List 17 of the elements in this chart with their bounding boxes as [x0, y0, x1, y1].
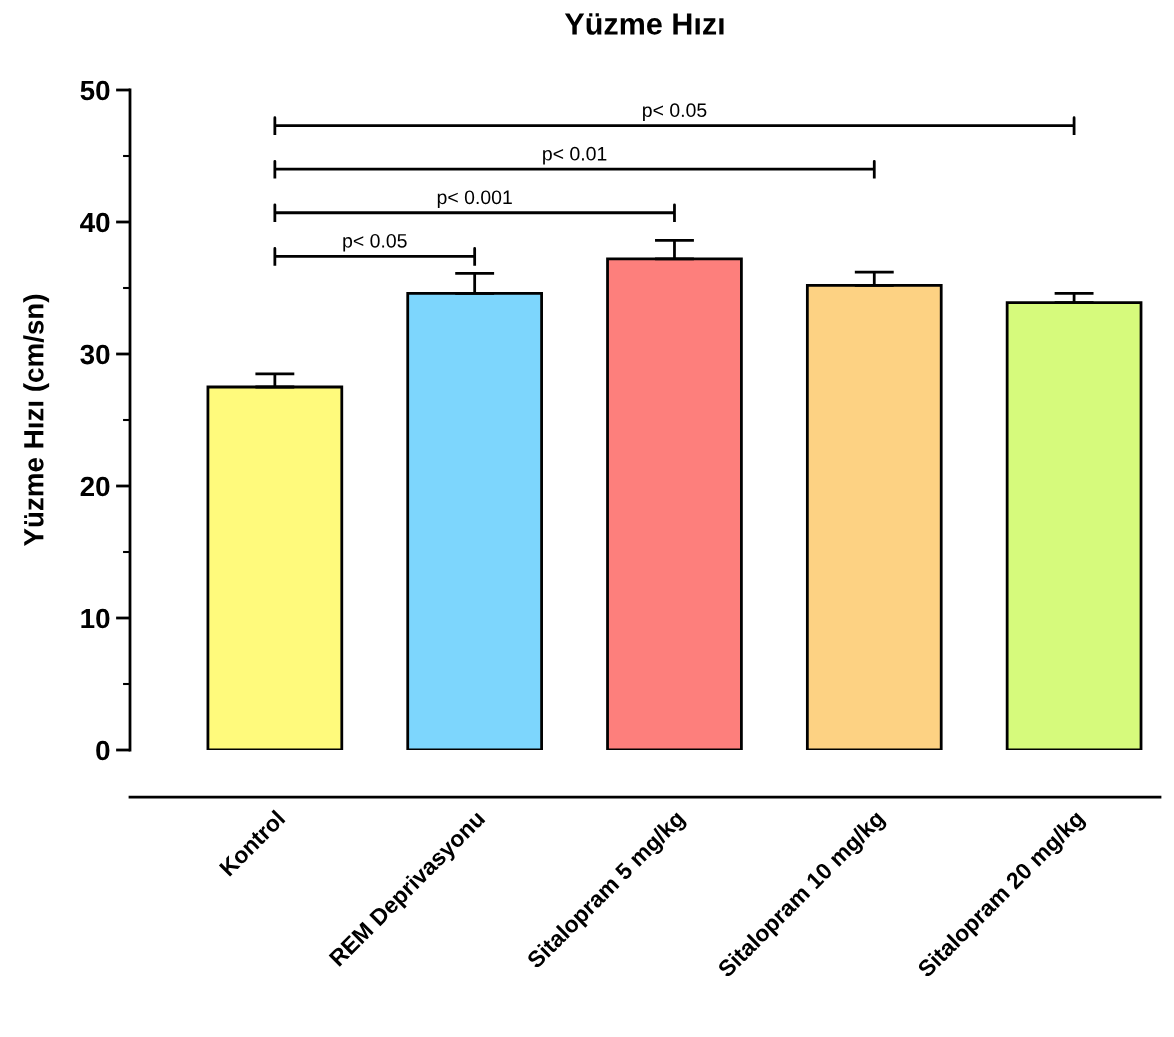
y-tick-label: 10: [81, 608, 110, 629]
bar: [606, 257, 743, 750]
annotation: p< 0.05: [343, 233, 407, 252]
y-tick-label: 40: [80, 212, 110, 233]
annotation: p< 0.001: [437, 190, 512, 209]
annotation: p< 0.01: [543, 146, 607, 165]
bar: [1005, 301, 1143, 750]
y-tick-label: 30: [80, 344, 110, 365]
y-tick-label: 0: [96, 740, 110, 761]
bar: [406, 291, 543, 750]
y-tick-label: 50: [80, 80, 110, 101]
annotation: p< 0.05: [643, 103, 707, 121]
y-tick-label: 20: [80, 476, 110, 497]
bar: [805, 283, 943, 750]
y-axis-title: Yüzme Hızı (cm/sn): [23, 294, 50, 547]
chart-title: Yüzme Hızı: [564, 13, 724, 35]
bar: [206, 385, 344, 750]
